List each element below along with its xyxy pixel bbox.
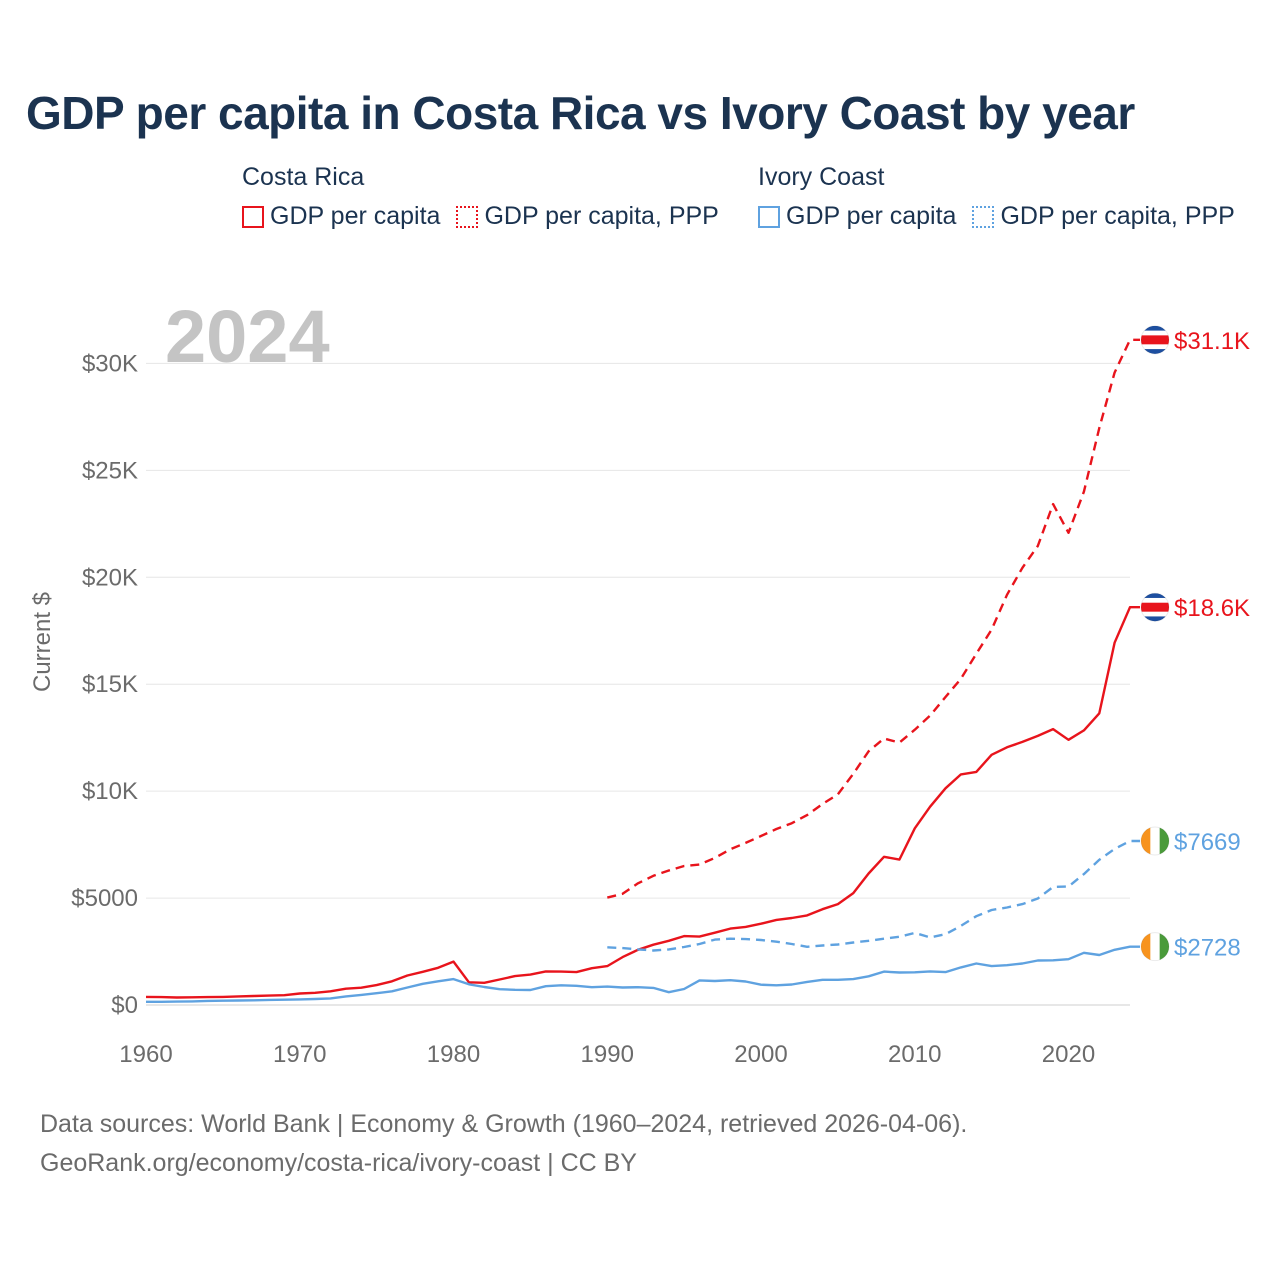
gridlines: [146, 362, 1130, 1006]
y-tick-label: $30K: [82, 350, 138, 377]
x-tick-label: 1990: [581, 1041, 634, 1068]
legend-label: GDP per capita: [786, 202, 957, 230]
series-line-ivory_coast[interactable]: [146, 945, 1140, 1003]
y-tick-label: $0: [111, 992, 138, 1019]
y-axis-label: Current $: [29, 592, 56, 692]
legend-swatch-dotted: [456, 205, 479, 228]
line-chart: $0 $5000 $10K $15K $20K $25K $30K 1960 1970 1980…: [29, 295, 1250, 1068]
footer-sources: Data sources: World Bank | Economy & Gro…: [40, 1110, 968, 1138]
ivory-coast-flag-icon: [1140, 826, 1170, 856]
y-tick-label: $25K: [82, 457, 138, 484]
y-tick-label: $10K: [82, 778, 138, 805]
end-value-label: $31.1K: [1174, 328, 1250, 355]
legend-swatch-dotted: [972, 205, 995, 228]
footer: Data sources: World Bank | Economy & Gro…: [40, 1105, 967, 1183]
costa-rica-flag-icon: [1140, 592, 1170, 622]
y-tick-label: $20K: [82, 564, 138, 591]
x-tick-label: 1970: [273, 1041, 326, 1068]
legend-item-costa-rica-gdp-ppp[interactable]: GDP per capita, PPP: [456, 202, 719, 231]
legend-label: GDP per capita, PPP: [1000, 202, 1235, 230]
footer-link[interactable]: GeoRank.org/economy/costa-rica/ivory-coa…: [40, 1149, 637, 1177]
legend-label: GDP per capita, PPP: [484, 202, 719, 230]
year-watermark: 2024: [165, 295, 330, 378]
legend-group-ivory-coast: Ivory Coast GDP per capita GDP per capit…: [758, 160, 1251, 231]
series-line-costa_rica-ppp[interactable]: [607, 338, 1140, 899]
legend-group-title: Costa Rica: [242, 163, 365, 191]
legend-item-costa-rica-gdp[interactable]: GDP per capita: [242, 202, 440, 231]
ivory-coast-flag-icon: [1140, 932, 1170, 962]
legend-item-ivory-coast-gdp-ppp[interactable]: GDP per capita, PPP: [972, 202, 1235, 231]
legend-group-title: Ivory Coast: [758, 163, 885, 191]
legend-group-costa-rica: Costa Rica GDP per capita GDP per capita…: [242, 160, 735, 231]
x-tick-label: 1980: [427, 1041, 480, 1068]
y-axis-ticks: $0 $5000 $10K $15K $20K $25K $30K: [71, 350, 138, 1019]
legend-item-ivory-coast-gdp[interactable]: GDP per capita: [758, 202, 956, 231]
end-labels: $18.6K $31.1K $2728 $7669: [1140, 325, 1250, 962]
legend-swatch-solid: [242, 205, 264, 228]
y-tick-label: $5000: [71, 885, 138, 912]
y-tick-label: $15K: [82, 671, 138, 698]
series-line-costa_rica[interactable]: [145, 606, 1140, 999]
end-value-label: $7669: [1174, 829, 1241, 856]
x-tick-label: 2000: [734, 1041, 787, 1068]
end-value-label: $2728: [1174, 935, 1241, 962]
series-line-ivory_coast-ppp[interactable]: [607, 839, 1140, 952]
legend-label: GDP per capita: [270, 202, 441, 230]
chart-title: GDP per capita in Costa Rica vs Ivory Co…: [26, 87, 1135, 139]
legend-swatch-solid: [758, 205, 780, 228]
end-value-label: $18.6K: [1174, 595, 1250, 622]
x-tick-label: 2010: [888, 1041, 941, 1068]
costa-rica-flag-icon: [1140, 325, 1170, 355]
x-axis-ticks: 1960 1970 1980 1990 2000 2010 2020: [119, 1041, 1095, 1068]
x-tick-label: 1960: [119, 1041, 172, 1068]
series-lines: [145, 338, 1140, 1003]
x-tick-label: 2020: [1042, 1041, 1095, 1068]
